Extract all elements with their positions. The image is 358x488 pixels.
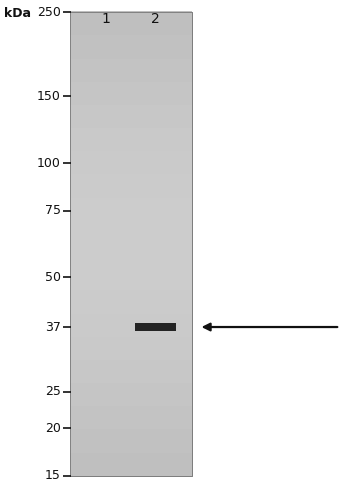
Bar bbox=[70, 452, 192, 476]
Bar bbox=[70, 12, 192, 476]
Bar bbox=[70, 289, 192, 314]
Bar bbox=[70, 11, 192, 35]
Bar bbox=[70, 127, 192, 151]
Bar bbox=[70, 197, 192, 221]
Bar bbox=[70, 12, 192, 476]
Bar bbox=[70, 173, 192, 198]
Bar bbox=[70, 405, 192, 429]
Text: 50: 50 bbox=[45, 271, 61, 284]
Bar bbox=[70, 81, 192, 105]
Text: 2: 2 bbox=[151, 12, 160, 26]
Bar bbox=[70, 266, 192, 290]
Text: 37: 37 bbox=[45, 321, 61, 333]
Bar bbox=[70, 220, 192, 244]
Bar bbox=[135, 323, 176, 331]
Text: 100: 100 bbox=[37, 157, 61, 170]
Text: kDa: kDa bbox=[4, 7, 30, 20]
Text: 25: 25 bbox=[45, 385, 61, 398]
Text: 150: 150 bbox=[37, 90, 61, 103]
Bar bbox=[70, 359, 192, 383]
Bar bbox=[70, 382, 192, 406]
Text: 75: 75 bbox=[45, 204, 61, 217]
Text: 20: 20 bbox=[45, 422, 61, 435]
Text: 1: 1 bbox=[101, 12, 110, 26]
Bar bbox=[70, 58, 192, 81]
Bar bbox=[70, 104, 192, 128]
Text: 15: 15 bbox=[45, 469, 61, 482]
Bar bbox=[70, 428, 192, 453]
Bar bbox=[70, 336, 192, 360]
Bar bbox=[70, 243, 192, 267]
Bar bbox=[70, 312, 192, 337]
Bar bbox=[70, 150, 192, 175]
Bar bbox=[70, 34, 192, 59]
Text: 250: 250 bbox=[37, 6, 61, 19]
